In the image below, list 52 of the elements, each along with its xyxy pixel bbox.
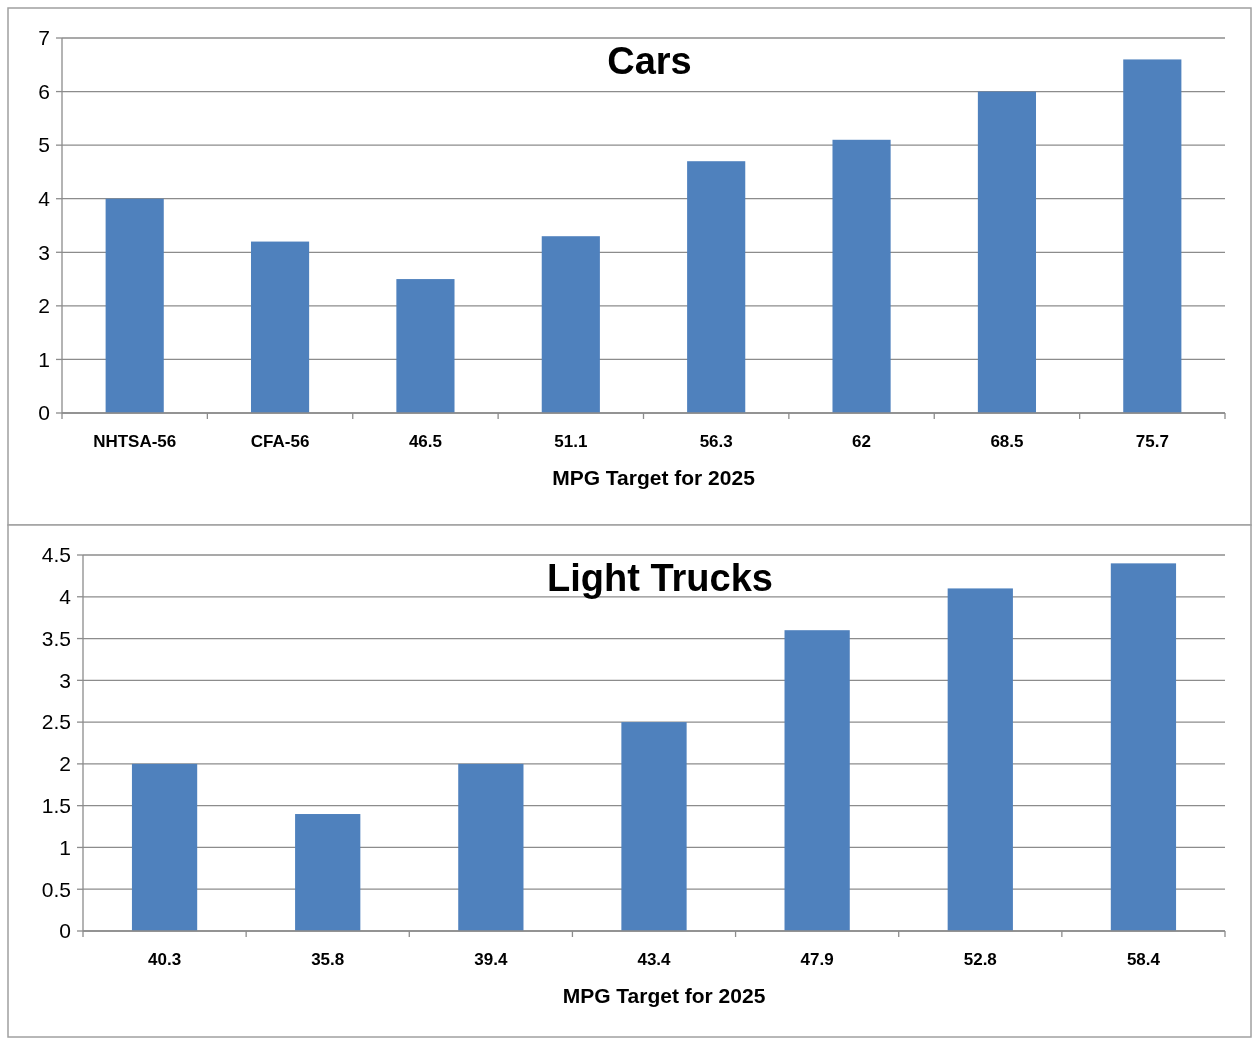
bar (396, 279, 455, 413)
x-tick-label: 58.4 (1126, 950, 1161, 969)
y-tick-label: 0.5 (41, 877, 71, 901)
x-tick-label: 39.4 (474, 950, 508, 969)
y-tick-label: 3 (59, 668, 71, 692)
x-tick-label: 40.3 (148, 950, 182, 969)
bar (947, 588, 1013, 931)
y-tick-label: 0 (38, 401, 50, 425)
y-tick-label: 2 (38, 294, 50, 318)
y-tick-label: 1 (38, 347, 50, 371)
bar (458, 763, 524, 931)
bar (784, 630, 850, 931)
x-tick-label: 56.3 (699, 432, 733, 451)
bar (250, 241, 310, 413)
x-tick-label: 62 (852, 432, 872, 451)
bar (1123, 59, 1182, 413)
y-tick-label: 1.5 (41, 794, 71, 818)
chart-title: Cars (607, 40, 692, 82)
x-tick-label: NHTSA-56 (93, 432, 177, 451)
y-tick-label: 3 (38, 240, 50, 264)
x-tick-label: CFA-56 (250, 432, 310, 451)
bar (687, 161, 746, 413)
bar (105, 198, 164, 413)
x-tick-label: 75.7 (1135, 432, 1169, 451)
x-tick-label: 35.8 (311, 950, 345, 969)
x-tick-label: 51.1 (554, 432, 588, 451)
x-tick-label: 68.5 (990, 432, 1024, 451)
y-tick-label: 4 (38, 187, 51, 211)
bar (621, 722, 687, 931)
bar (541, 236, 600, 413)
x-axis-title: MPG Target for 2025 (562, 984, 766, 1007)
bar (1110, 563, 1177, 931)
bar (832, 139, 891, 413)
y-tick-label: 2 (59, 752, 71, 776)
y-tick-label: 2.5 (41, 710, 71, 734)
y-tick-label: 0 (59, 919, 71, 943)
y-tick-label: 7 (38, 26, 50, 50)
bar (295, 814, 361, 931)
x-tick-label: 47.9 (800, 950, 834, 969)
chart-title: Light Trucks (547, 557, 773, 599)
y-tick-label: 5 (38, 133, 50, 157)
y-tick-label: 4.5 (41, 543, 71, 567)
bar (131, 763, 198, 931)
bar (977, 91, 1037, 413)
y-tick-label: 6 (38, 79, 50, 103)
y-tick-label: 4 (59, 585, 72, 609)
x-tick-label: 43.4 (637, 950, 672, 969)
y-tick-label: 1 (59, 835, 71, 859)
x-axis-title: MPG Target for 2025 (552, 466, 756, 489)
x-tick-label: 46.5 (408, 432, 442, 451)
x-tick-label: 52.8 (963, 950, 997, 969)
y-tick-label: 3.5 (41, 626, 71, 650)
